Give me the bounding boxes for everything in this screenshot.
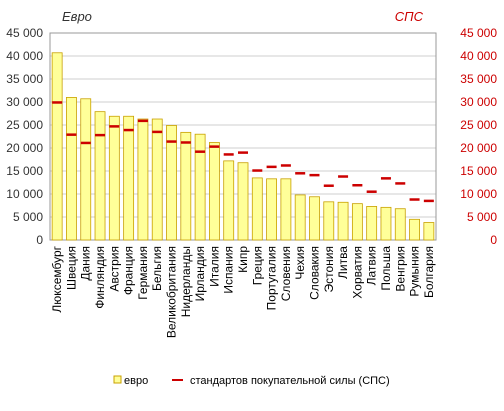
left-axis-ticks: 0 5 000 10 000 15 000 20 000 25 000 30 000 35 0… [6,26,43,247]
category-label: Польша [379,246,393,291]
bar-euro [266,178,277,241]
left-tick-label: 5 000 [13,210,43,224]
bar-euro [366,206,378,241]
category-label: Болгария [422,246,436,298]
category-label: Чехия [293,246,307,280]
bar-euro [223,160,235,241]
category-label: Литва [336,246,350,279]
legend-label-pps: стандартов покупательной силы (СПС) [190,375,390,387]
right-tick-label: 25 000 [460,118,497,132]
bar-euro [80,98,92,241]
category-label: Австрия [107,246,121,292]
category-label: Финляндия [93,246,107,309]
bar-euro [94,111,106,241]
bar-euro [280,178,292,241]
bar-euro [108,115,120,241]
left-tick-label: 15 000 [6,164,43,178]
category-label: Бельгия [150,246,164,291]
right-axis-ticks: 0 5 000 10 000 15 000 20 000 25 000 30 000 35 0… [460,26,497,247]
bar-euro [51,52,63,241]
right-tick-label: 15 000 [460,164,497,178]
category-label: Франция [122,246,136,295]
category-label: Германия [136,246,150,300]
bar-euro [394,208,406,241]
category-label: Греция [250,246,264,285]
bar-euro [337,201,349,241]
category-label: Словения [279,246,293,301]
category-label: Латвия [365,246,379,285]
left-tick-label: 45 000 [6,26,43,40]
bar-euro [166,125,177,241]
legend: евро стандартов покупательной силы (СПС) [113,375,390,387]
bar-euro [137,118,149,241]
bar-euro [294,194,306,241]
right-tick-label: 10 000 [460,187,497,201]
bar-euro [309,196,320,241]
category-labels: Люксембург Швеция Дания Финляндия Австрия Фра… [50,245,436,338]
category-label: Венгрия [393,246,407,292]
category-label: Кипр [236,246,250,273]
category-label: Дания [79,246,93,281]
left-tick-label: 20 000 [6,141,43,155]
bar-euro [237,162,249,241]
right-tick-label: 5 000 [467,210,497,224]
category-label: Эстония [322,246,336,293]
legend-label-euro: евро [124,375,148,387]
category-label: Румыния [408,246,422,297]
right-tick-label: 0 [490,233,497,247]
right-tick-label: 45 000 [460,26,497,40]
legend-swatch-euro [113,375,122,384]
left-tick-label: 25 000 [6,118,43,132]
category-label: Португалия [265,246,279,310]
bar-euro [251,177,263,241]
bar-euro [151,118,163,241]
left-tick-label: 0 [36,233,43,247]
category-label: Хорватия [350,246,364,299]
left-axis-label: Евро [62,9,92,24]
right-tick-label: 35 000 [460,72,497,86]
bar-euro [409,218,420,241]
bar-euro [380,206,392,241]
bar-euro [351,203,363,241]
bar-euro [208,142,220,241]
right-axis-label: СПС [395,9,424,24]
bar-euro [194,133,206,241]
category-label: Нидерланды [179,246,193,317]
category-label: Великобритания [165,246,179,338]
right-tick-label: 30 000 [460,95,497,109]
category-label: Словакия [307,246,321,300]
bar-euro [66,97,77,241]
pps-markers [52,101,434,203]
right-tick-label: 20 000 [460,141,497,155]
left-tick-label: 10 000 [6,187,43,201]
category-label: Люксембург [50,245,64,312]
category-label: Ирландия [193,246,207,301]
category-label: Швеция [64,246,78,290]
category-label: Италия [207,246,221,287]
bar-euro [323,201,335,241]
right-tick-label: 40 000 [460,49,497,63]
category-label: Испания [222,246,236,294]
bar-euro [180,131,192,241]
left-tick-label: 40 000 [6,49,43,63]
bar-euro [123,115,135,241]
bar-euro [423,222,435,241]
left-tick-label: 35 000 [6,72,43,86]
left-tick-label: 30 000 [6,95,43,109]
bars [51,52,435,241]
